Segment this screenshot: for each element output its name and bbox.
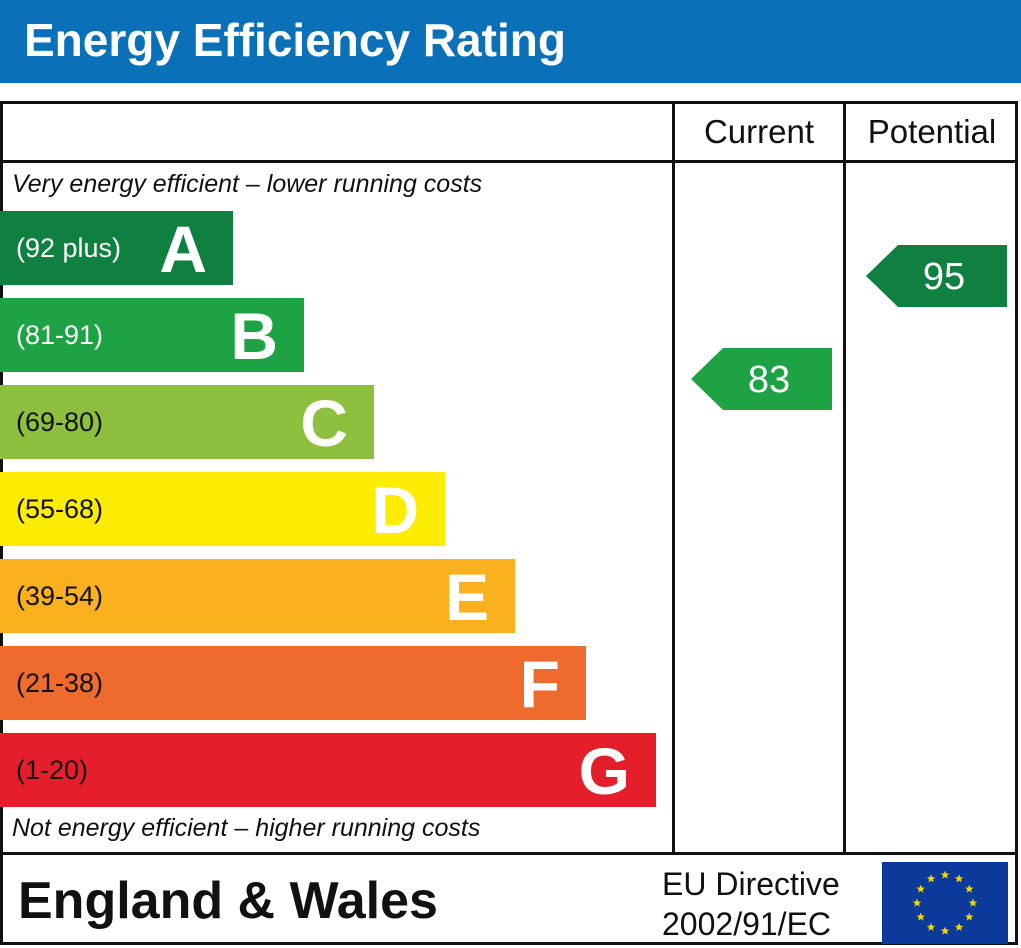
bottom-note: Not energy efficient – higher running co… <box>12 814 481 842</box>
star-icon <box>912 898 922 907</box>
directive-line-1: EU Directive <box>662 866 840 902</box>
band-letter: E <box>444 560 489 634</box>
directive-line-2: 2002/91/EC <box>662 906 832 942</box>
arrow-shape <box>866 245 1007 307</box>
title-bar: Energy Efficiency Rating <box>0 0 1021 83</box>
arrow-value-label: 83 <box>748 359 790 401</box>
star-icon <box>964 912 974 921</box>
column-divider-current <box>672 101 675 855</box>
star-icon <box>916 884 926 893</box>
band-letter: A <box>159 212 207 286</box>
star-icon <box>926 874 936 883</box>
band-range-label: (92 plus) <box>16 233 122 263</box>
band-letter: G <box>578 734 630 808</box>
band-range-label: (69-80) <box>16 407 104 437</box>
star-icon <box>968 898 978 907</box>
band-range-label: (1-20) <box>16 755 89 785</box>
band-range-label: (39-54) <box>16 581 104 611</box>
band-letter: C <box>300 386 348 460</box>
band-letter: F <box>519 647 560 721</box>
star-icon <box>940 926 950 935</box>
band-f: (21-38) F <box>0 646 586 721</box>
band-letter: B <box>230 299 278 373</box>
band-d: (55-68) D <box>0 472 445 547</box>
footer-divider <box>0 852 1018 855</box>
star-icon <box>916 912 926 921</box>
column-header-potential: Potential <box>867 113 997 150</box>
chart-title: Energy Efficiency Rating <box>24 14 566 66</box>
top-note: Very energy efficient – lower running co… <box>12 170 483 198</box>
band-range-label: (21-38) <box>16 668 104 698</box>
band-a: (92 plus) A <box>0 211 233 286</box>
star-icon <box>964 884 974 893</box>
star-icon <box>954 874 964 883</box>
eu-directive: EU Directive 2002/91/EC <box>662 864 840 944</box>
band-b: (81-91) B <box>0 298 304 373</box>
star-icon <box>926 922 936 931</box>
eu-flag-icon <box>882 862 1008 944</box>
column-divider-potential <box>843 101 846 855</box>
band-c: (69-80) C <box>0 385 374 460</box>
band-g: (1-20) G <box>0 733 656 808</box>
band-range-label: (55-68) <box>16 494 104 524</box>
arrow-value-label: 95 <box>923 256 965 298</box>
column-header-current: Current <box>703 113 815 150</box>
footer-country: England & Wales <box>18 872 438 930</box>
header-divider <box>0 160 1018 163</box>
arrow-potential: 95 <box>866 245 1007 307</box>
band-e: (39-54) E <box>0 559 515 634</box>
arrow-current: 83 <box>691 348 832 410</box>
band-letter: D <box>371 473 419 547</box>
star-icon <box>954 922 964 931</box>
star-icon <box>940 870 950 879</box>
arrow-shape <box>691 348 832 410</box>
band-range-label: (81-91) <box>16 320 104 350</box>
